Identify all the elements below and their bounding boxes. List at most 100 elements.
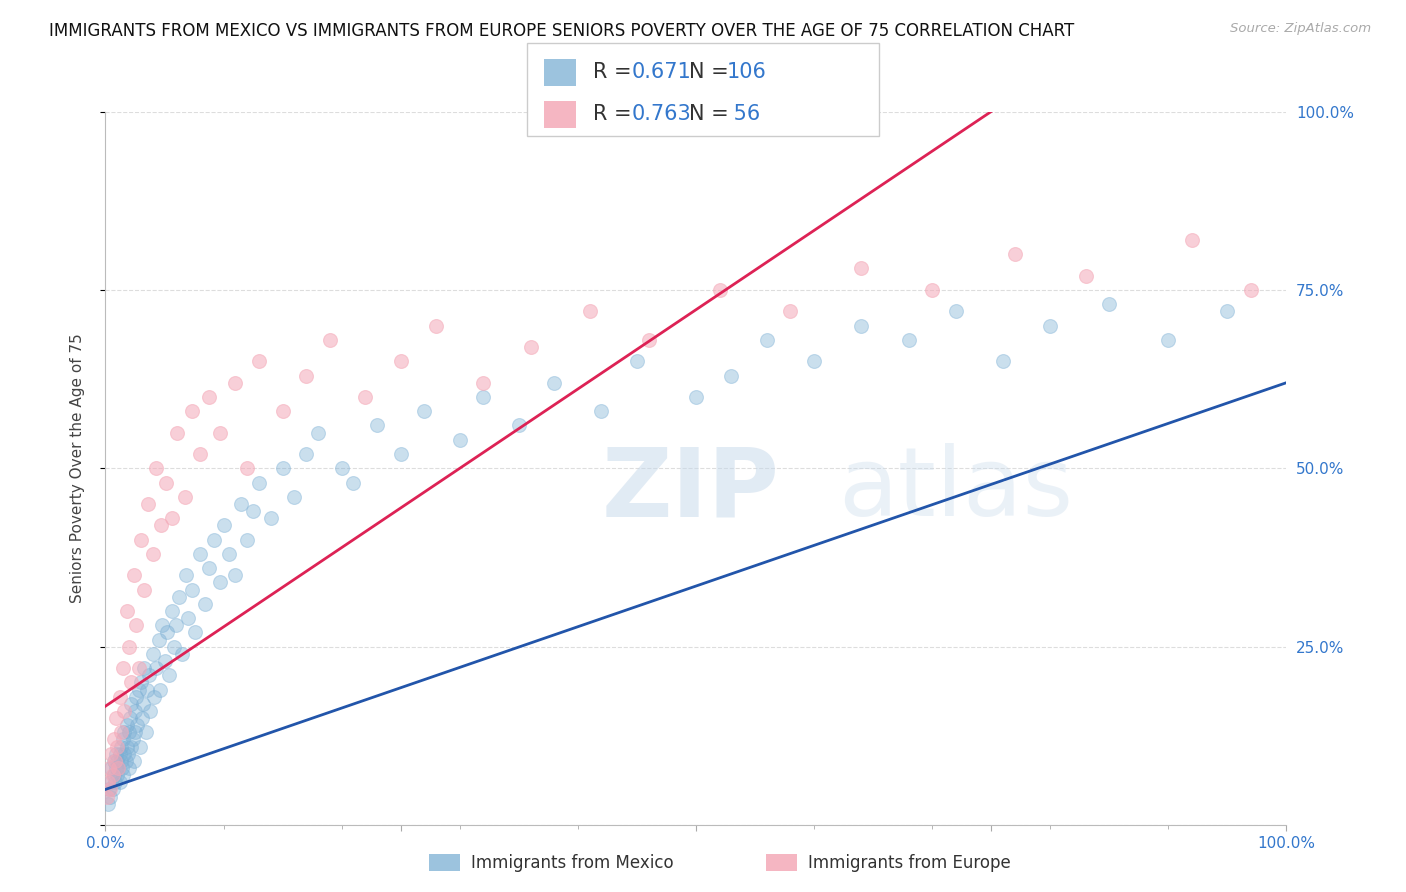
Text: N =: N = [689,62,735,82]
Point [342,475,364,490]
Point [155,475,177,490]
Point [685,390,707,404]
Point [591,404,613,418]
Point [111,761,134,775]
Point [921,283,943,297]
Point [260,511,283,525]
Point [132,697,155,711]
Point [1240,283,1263,297]
Point [100,775,122,789]
Point [125,618,148,632]
Point [115,739,138,754]
Text: R =: R = [593,62,638,82]
Point [148,632,170,647]
Point [319,333,342,347]
Point [156,625,179,640]
Point [160,604,183,618]
Point [236,533,259,547]
Point [125,690,148,704]
Point [121,732,143,747]
Point [112,747,135,761]
Point [120,675,142,690]
Point [100,761,122,775]
Point [271,404,294,418]
Point [117,747,139,761]
Point [165,618,187,632]
Point [295,368,318,383]
Point [105,754,128,768]
Point [108,775,131,789]
Point [174,568,197,582]
Point [105,739,128,754]
Point [1098,297,1121,311]
Point [449,433,471,447]
Point [180,582,202,597]
Point [1074,268,1097,283]
Point [142,647,165,661]
Point [112,732,135,747]
Point [188,547,211,561]
Point [1004,247,1026,261]
Point [1216,304,1239,318]
Point [851,318,873,333]
Point [578,304,600,318]
Point [167,590,190,604]
Point [124,704,146,718]
Point [218,547,240,561]
Point [991,354,1014,368]
Point [779,304,801,318]
Point [108,690,131,704]
Point [107,761,129,775]
Point [108,747,131,761]
Point [202,533,225,547]
Point [236,461,259,475]
Point [110,725,132,739]
Point [118,640,141,654]
Point [163,640,186,654]
Point [157,668,180,682]
Point [637,333,659,347]
Point [131,711,153,725]
Text: IMMIGRANTS FROM MEXICO VS IMMIGRANTS FROM EUROPE SENIORS POVERTY OVER THE AGE OF: IMMIGRANTS FROM MEXICO VS IMMIGRANTS FRO… [49,22,1074,40]
Point [98,782,121,797]
Point [425,318,447,333]
Point [129,675,152,690]
Text: 56: 56 [727,104,761,124]
Point [330,461,353,475]
Point [139,704,162,718]
Point [120,711,142,725]
Point [389,447,412,461]
Point [129,533,152,547]
Point [114,754,136,768]
Text: Immigrants from Europe: Immigrants from Europe [808,854,1011,871]
Point [755,333,778,347]
Text: atlas: atlas [838,443,1073,536]
Point [354,390,377,404]
Point [112,768,135,782]
Point [184,625,207,640]
Point [413,404,436,418]
Point [134,661,156,675]
Point [720,368,742,383]
Point [224,568,246,582]
Point [103,768,125,782]
Text: Source: ZipAtlas.com: Source: ZipAtlas.com [1230,22,1371,36]
Point [180,404,202,418]
Point [122,754,145,768]
Point [110,754,132,768]
Point [945,304,967,318]
Point [142,690,165,704]
Point [198,390,221,404]
Point [98,761,121,775]
Point [135,682,157,697]
Point [101,782,124,797]
Point [138,668,160,682]
Point [172,647,194,661]
Point [472,376,495,390]
Point [98,789,121,804]
Point [247,354,270,368]
Point [472,390,495,404]
Point [118,761,141,775]
Point [1039,318,1062,333]
Point [135,725,157,739]
